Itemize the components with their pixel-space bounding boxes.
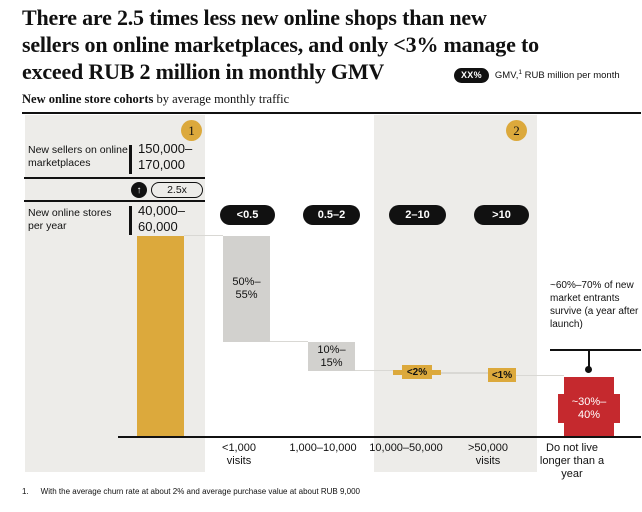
title-line-3: exceed RUB 2 million in monthly GMV [22,59,385,84]
x-label-3: 10,000–50,000 [369,442,443,454]
gmv-pill-4: >10 [474,205,529,225]
stores-divider [129,206,132,235]
gmv-legend-prefix: GMV, [494,70,519,82]
annotation-pointer-line [588,349,590,368]
cohort1-share-label: 50%–55% [232,276,261,301]
footnote-text: With the average churn rate at about 2% … [40,487,360,496]
title-line-1: There are 2.5 times less new online shop… [22,5,487,30]
title-line-2: sellers on online marketplaces, and only… [22,32,539,57]
annotation-dot [585,366,592,373]
x-label-5: Do not live longer than a year [539,442,605,480]
panel-rule-bottom [24,200,205,202]
footnote-number: 1. [22,487,29,496]
churned-share-label: ~30%–40% [571,395,607,421]
gmv-pill-3: 2–10 [389,205,446,225]
x-axis-line [118,436,641,438]
step-marker-1: 1 [181,120,202,141]
annotation-underline [550,349,641,351]
stores-label: New online stores per year [28,207,112,232]
sellers-value: 150,000–170,000 [138,141,193,172]
x-label-2: 1,000–10,000 [289,442,357,454]
chart-top-rule [22,112,641,114]
chart-subtitle: New online store cohorts by average mont… [22,92,289,107]
gmv-legend-suffix: RUB million per month [521,70,620,82]
connector-5 [516,374,564,377]
step-marker-2: 2 [506,120,527,141]
xx-percent-badge: XX% [454,68,489,83]
cohort3-share-label: <2% [402,365,432,379]
connector-4 [441,372,488,374]
cohort2-bar: 10%–15% [308,342,355,371]
stores-value: 40,000–60,000 [138,203,185,234]
sellers-divider [129,145,132,174]
connector-3 [355,369,393,372]
gmv-pill-1: <0.5 [220,205,275,225]
survival-annotation: ~60%–70% of new market entrants survive … [550,280,639,330]
cohort1-bar: 50%–55% [223,236,270,342]
x-label-1: <1,000 visits [222,442,256,467]
gmv-pill-2: 0.5–2 [303,205,360,225]
panel-rule-top [24,177,205,179]
total-stores-bar [137,236,184,438]
connector-1 [184,234,223,237]
footnote-ref: 1 [518,69,522,77]
cohort2-share-label: 10%–15% [317,343,346,369]
chart-subtitle-bold: New online store cohorts [22,92,154,106]
gmv-legend: XX% GMV,1 RUB million per month [454,68,620,83]
multiplier-pill: 2.5x [151,182,203,198]
chart-subtitle-rest: by average monthly traffic [153,92,290,106]
churned-share-badge: ~30%–40% [558,394,620,423]
page-title: There are 2.5 times less new online shop… [22,4,630,85]
sellers-label: New sellers on online marketplaces [28,144,128,169]
footnote: 1. With the average churn rate at about … [22,487,360,496]
gmv-legend-label: GMV,1 RUB million per month [495,69,620,81]
cohort4-share-label: <1% [488,368,516,382]
arrow-up-icon: ↑ [131,182,147,198]
connector-2 [270,340,308,343]
background-band-right [374,115,537,472]
x-label-4: >50,000 visits [467,442,509,467]
